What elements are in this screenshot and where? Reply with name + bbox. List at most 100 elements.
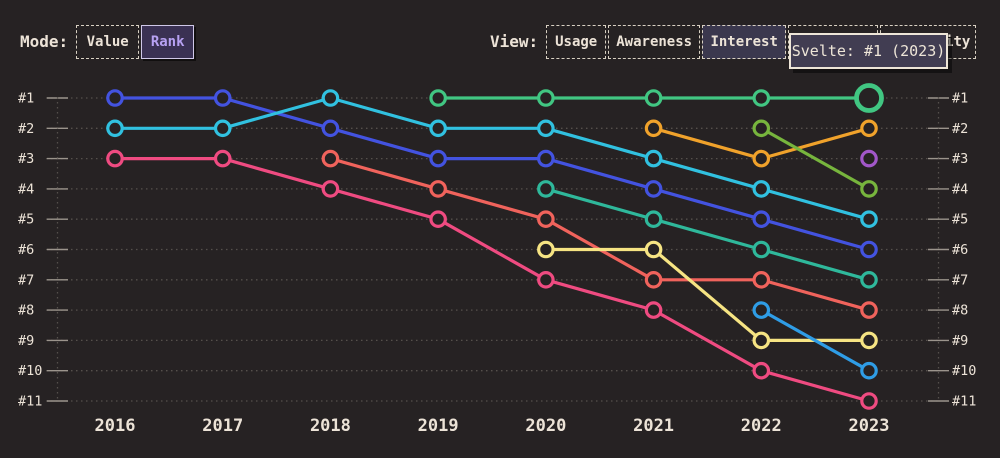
data-point-cyan-2018[interactable] xyxy=(321,89,340,107)
series-svelte xyxy=(429,83,884,113)
data-point-salmon-2023[interactable] xyxy=(860,301,878,319)
mode-option-rank[interactable]: Rank xyxy=(141,25,195,59)
data-point-cyan-2022[interactable] xyxy=(752,180,771,198)
y-axis-label-right: #5 xyxy=(952,212,968,228)
x-axis-label: 2022 xyxy=(741,416,782,436)
bump-chart: #1 #1 #2 #2 #3 #3 #4 #4 #5 #5 #6 #6 #7 #7 #8 #8 #9 #9 #10 #… xyxy=(18,83,976,436)
series-teal xyxy=(537,180,878,289)
data-point-cyan-2017[interactable] xyxy=(213,119,232,138)
data-point-teal-2022[interactable] xyxy=(752,240,771,259)
y-axis-label-right: #10 xyxy=(952,363,976,379)
data-point-cyan-2016[interactable] xyxy=(106,119,124,138)
data-point-pink-2023[interactable] xyxy=(860,392,878,410)
y-axis-label-left: #6 xyxy=(18,242,34,258)
y-axis-label-right: #2 xyxy=(952,121,968,137)
series-salmon xyxy=(321,149,878,319)
data-point-cyan-2020[interactable] xyxy=(537,119,555,138)
x-axis-label: 2020 xyxy=(525,416,566,436)
data-point-orange-2023[interactable] xyxy=(860,119,878,138)
data-point-pink-2017[interactable] xyxy=(213,149,232,168)
mode-label: Mode: xyxy=(20,32,69,51)
data-point-light-blue-2023[interactable] xyxy=(860,361,878,380)
y-axis-label-left: #10 xyxy=(18,363,42,379)
data-point-pink-2016[interactable] xyxy=(106,149,124,168)
data-point-blue-2020[interactable] xyxy=(537,149,555,168)
y-axis-label-right: #8 xyxy=(952,303,968,319)
y-axis-label-left: #7 xyxy=(18,272,34,288)
view-option-awareness[interactable]: Awareness xyxy=(608,25,701,59)
series-orange xyxy=(644,119,878,168)
y-axis-label-left: #5 xyxy=(18,212,34,228)
data-point-cyan-2019[interactable] xyxy=(429,119,447,138)
series-blue xyxy=(106,89,878,259)
data-point-blue-2022[interactable] xyxy=(752,210,771,228)
data-point-salmon-2019[interactable] xyxy=(429,180,447,198)
data-point-blue-2019[interactable] xyxy=(429,149,447,168)
highlighted-data-point-svelte-2023[interactable] xyxy=(854,83,884,113)
view-label: View: xyxy=(490,32,539,51)
series-light-blue xyxy=(752,301,878,380)
data-point-teal-2023[interactable] xyxy=(860,271,878,289)
y-axis-label-left: #9 xyxy=(18,333,34,349)
data-point-teal-2020[interactable] xyxy=(537,180,555,198)
data-point-salmon-2022[interactable] xyxy=(752,271,771,289)
data-point-blue-2023[interactable] xyxy=(860,240,878,259)
data-point-lime-2022[interactable] xyxy=(752,119,771,138)
data-point-salmon-2021[interactable] xyxy=(644,271,663,289)
mode-button-group: Value Rank xyxy=(76,25,195,59)
data-point-pink-2019[interactable] xyxy=(429,210,447,228)
data-point-yellow-2023[interactable] xyxy=(860,331,878,350)
x-axis-label: 2021 xyxy=(633,416,674,436)
data-point-salmon-2020[interactable] xyxy=(537,210,555,228)
data-point-svelte-2020[interactable] xyxy=(537,89,555,107)
mode-control: Mode: Value Rank xyxy=(20,25,195,59)
y-axis-label-right: #3 xyxy=(952,151,968,167)
data-point-svelte-2021[interactable] xyxy=(644,89,663,107)
data-point-svelte-2019[interactable] xyxy=(429,89,447,107)
data-point-blue-2018[interactable] xyxy=(321,119,340,138)
y-axis-label-right: #9 xyxy=(952,333,968,349)
series-yellow xyxy=(537,240,878,350)
data-point-yellow-2020[interactable] xyxy=(537,240,555,259)
data-point-orange-2021[interactable] xyxy=(644,119,663,138)
series-pink xyxy=(106,149,878,410)
data-point-purple-2023[interactable] xyxy=(860,149,878,168)
y-axis-label-left: #2 xyxy=(18,121,34,137)
series-purple xyxy=(860,149,878,168)
y-axis-label-right: #4 xyxy=(952,181,968,197)
mode-option-value[interactable]: Value xyxy=(76,25,140,59)
data-point-blue-2016[interactable] xyxy=(106,89,124,107)
data-point-svelte-2022[interactable] xyxy=(752,89,771,107)
data-point-light-blue-2022[interactable] xyxy=(752,301,771,319)
data-point-yellow-2021[interactable] xyxy=(644,240,663,259)
y-axis-label-left: #3 xyxy=(18,151,34,167)
x-axis-label: 2017 xyxy=(202,416,243,436)
tooltip: Svelte: #1 (2023) xyxy=(789,33,948,69)
x-axis-labels: 2016 2017 2018 2019 2020 2021 2022 2023 xyxy=(95,416,890,436)
data-point-salmon-2018[interactable] xyxy=(321,149,340,168)
data-point-blue-2021[interactable] xyxy=(644,180,663,198)
data-point-blue-2017[interactable] xyxy=(213,89,232,107)
series-cyan xyxy=(106,89,878,228)
y-axis-label-right: #1 xyxy=(952,91,968,107)
x-axis-label: 2018 xyxy=(310,416,351,436)
y-axis-label-right: #6 xyxy=(952,242,968,258)
data-point-pink-2020[interactable] xyxy=(537,271,555,289)
tooltip-text: Svelte: #1 (2023) xyxy=(791,42,946,60)
y-axis-label-right: #11 xyxy=(952,394,976,410)
data-point-pink-2018[interactable] xyxy=(321,180,340,198)
data-point-pink-2022[interactable] xyxy=(752,361,771,380)
y-axis-label-left: #1 xyxy=(18,91,34,107)
y-axis-label-right: #7 xyxy=(952,272,968,288)
y-axis-label-left: #8 xyxy=(18,303,34,319)
data-point-pink-2021[interactable] xyxy=(644,301,663,319)
data-point-yellow-2022[interactable] xyxy=(752,331,771,350)
view-option-interest[interactable]: Interest xyxy=(702,25,787,59)
data-point-orange-2022[interactable] xyxy=(752,149,771,168)
data-point-teal-2021[interactable] xyxy=(644,210,663,228)
data-point-lime-2023[interactable] xyxy=(860,180,878,198)
view-option-usage[interactable]: Usage xyxy=(546,25,607,59)
data-point-cyan-2021[interactable] xyxy=(644,149,663,168)
data-point-cyan-2023[interactable] xyxy=(860,210,878,228)
